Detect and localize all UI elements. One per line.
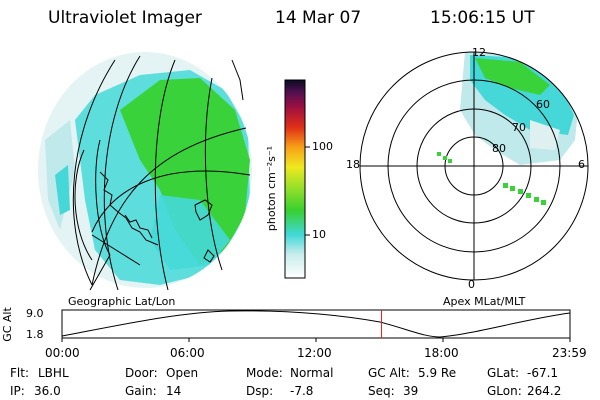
filter-label: Flt: xyxy=(10,366,29,380)
gain-value: 14 xyxy=(166,384,182,398)
geographic-map xyxy=(38,52,252,291)
colorbar-tick-10: 10 xyxy=(312,228,326,241)
xtick-0000: 00:00 xyxy=(45,346,80,360)
mlt-label-18: 18 xyxy=(346,158,360,171)
altitude-plot xyxy=(61,309,571,342)
altitude-ylabel: GC Alt xyxy=(0,307,14,342)
colorbar-unit-label: photon cm⁻²s⁻¹ xyxy=(265,145,279,232)
left-aurora-image xyxy=(38,52,252,288)
altitude-ytick-1.8: 1.8 xyxy=(26,328,44,341)
mode-value: Normal xyxy=(290,366,334,380)
xtick-1800: 18:00 xyxy=(424,346,459,360)
gcalt-value: 5.9 Re xyxy=(418,366,457,380)
ip-label: IP: xyxy=(10,384,25,398)
altitude-curve xyxy=(61,310,571,338)
mlt-label-0: 0 xyxy=(468,278,475,291)
colorbar xyxy=(284,79,310,279)
gain-label: Gain: xyxy=(125,384,157,398)
xtick-1200: 12:00 xyxy=(297,346,332,360)
glon-label: GLon: xyxy=(487,384,522,398)
xtick-2359: 23:59 xyxy=(552,346,587,360)
mlt-label-12: 12 xyxy=(472,46,486,59)
aurora-spots xyxy=(437,152,546,205)
mlt-label-6: 6 xyxy=(578,158,585,171)
filter-value: LBHL xyxy=(38,366,69,380)
colorbar-tick-100: 100 xyxy=(312,140,333,153)
xtick-0600: 06:00 xyxy=(170,346,205,360)
mlat-label-70: 70 xyxy=(512,121,526,134)
glat-value: -67.1 xyxy=(527,366,559,380)
left-coastlines xyxy=(99,59,244,263)
date-label: 14 Mar 07 xyxy=(275,8,362,28)
mlat-label-80: 80 xyxy=(492,142,506,155)
polar-grid xyxy=(359,51,589,281)
left-latlon-grid xyxy=(72,55,251,291)
dsp-label: Dsp: xyxy=(246,384,274,398)
gcalt-label: GC Alt: xyxy=(368,366,410,380)
app-title: Ultraviolet Imager xyxy=(48,8,202,28)
door-label: Door: xyxy=(125,366,158,380)
glon-value: 264.2 xyxy=(527,384,562,398)
geographic-label: Geographic Lat/Lon xyxy=(68,295,176,308)
altitude-ytick-9: 9.0 xyxy=(26,307,44,320)
altitude-xticks xyxy=(61,338,571,342)
ip-value: 36.0 xyxy=(34,384,61,398)
mlat-label-60: 60 xyxy=(536,98,550,111)
glat-label: GLat: xyxy=(487,366,520,380)
time-label: 15:06:15 UT xyxy=(430,8,535,28)
apex-label: Apex MLat/MLT xyxy=(443,295,526,308)
door-value: Open xyxy=(166,366,199,380)
seq-label: Seq: xyxy=(368,384,395,398)
mode-label: Mode: xyxy=(246,366,283,380)
seq-value: 39 xyxy=(403,384,419,398)
apex-polar-map xyxy=(359,51,589,281)
dsp-value: -7.8 xyxy=(290,384,314,398)
